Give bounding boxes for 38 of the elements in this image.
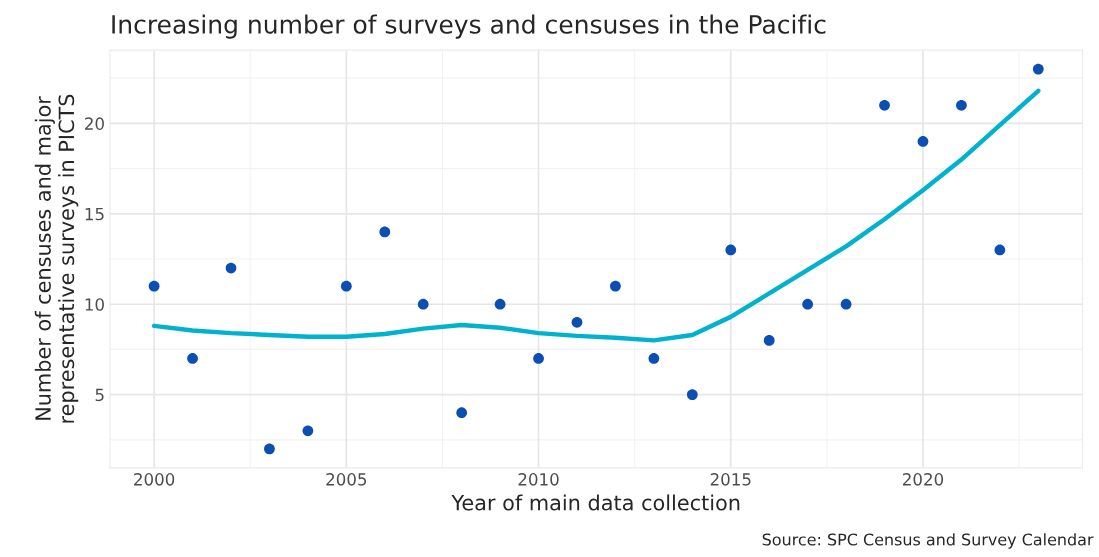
point	[1032, 63, 1044, 75]
x-axis-title: Year of main data collection	[451, 494, 740, 511]
x-tick-label: 2020	[902, 473, 944, 486]
point	[802, 298, 814, 310]
x-tick-label: 2000	[134, 473, 175, 486]
y-tick-label: 15	[85, 207, 104, 221]
point	[610, 280, 621, 292]
point	[340, 280, 352, 292]
point	[302, 425, 314, 437]
point	[994, 244, 1006, 256]
point	[956, 99, 967, 111]
point	[917, 136, 929, 147]
point	[417, 298, 429, 310]
point	[379, 226, 391, 238]
source-note: Source: SPC Census and Survey Calendar	[762, 533, 1094, 549]
point	[840, 298, 852, 310]
x-tick-label: 2015	[710, 473, 751, 486]
point	[533, 353, 544, 364]
point	[187, 353, 198, 364]
y-axis-title: Number of censuses and major representative surveys in PICTS	[34, 94, 79, 423]
y-tick-label: 10	[85, 298, 104, 311]
point	[571, 316, 583, 328]
point	[879, 99, 890, 111]
point	[686, 389, 698, 401]
y-tick-label: 20	[85, 117, 104, 130]
line-series	[151, 88, 1041, 343]
point	[264, 443, 275, 455]
chart-title: Increasing number of surveys and censuses in the Pacific	[112, 14, 826, 39]
y-tick-label: 5	[95, 388, 104, 402]
x-tick-label: 2005	[326, 473, 367, 486]
point	[225, 262, 237, 274]
point	[648, 353, 660, 364]
point	[763, 335, 775, 346]
point	[148, 280, 160, 292]
point	[456, 407, 468, 419]
point	[725, 244, 737, 256]
x-tick-label: 2010	[518, 473, 559, 486]
point	[494, 298, 506, 310]
